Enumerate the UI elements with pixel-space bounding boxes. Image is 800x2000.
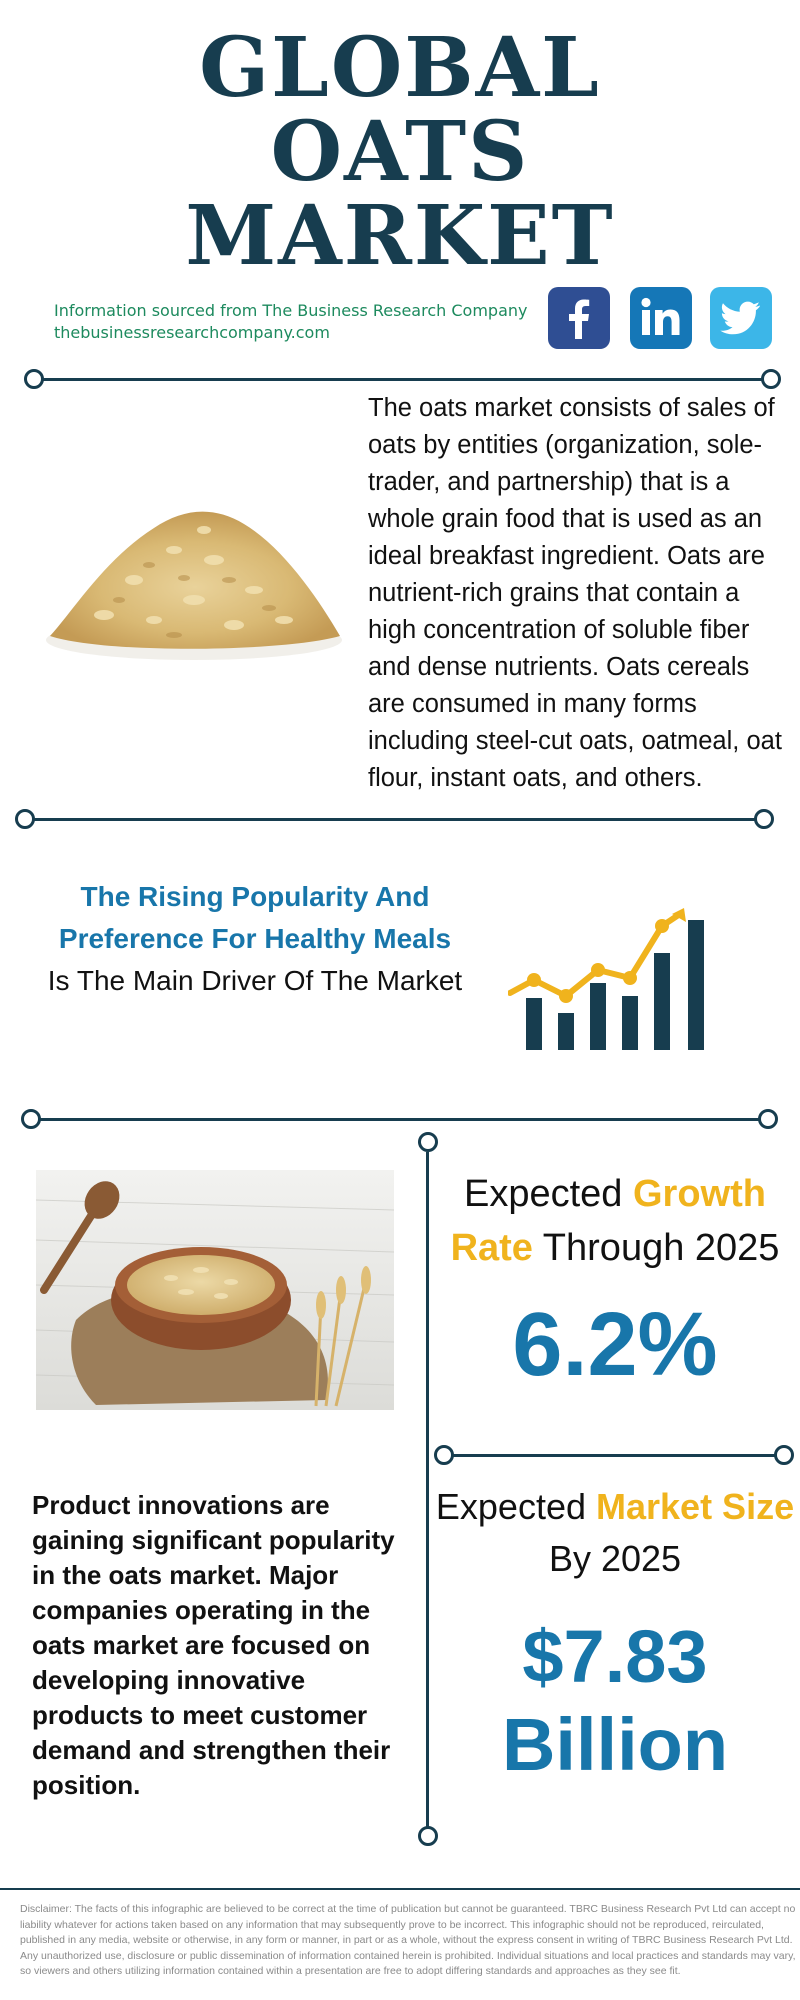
intro-text: The oats market consists of sales of oat… bbox=[368, 394, 782, 792]
divider-line bbox=[32, 1118, 768, 1121]
divider-endpoint bbox=[761, 369, 781, 389]
oats-pile-image bbox=[44, 490, 344, 665]
title-line-1: GLOBAL bbox=[199, 20, 601, 116]
growth-label-post: Through 2025 bbox=[532, 1227, 780, 1269]
market-size-year: By 2025 bbox=[548, 1538, 682, 1579]
vertical-divider bbox=[426, 1152, 429, 1830]
divider-line bbox=[452, 1454, 778, 1457]
divider-endpoint bbox=[774, 1445, 794, 1465]
growth-label-pre: Expected bbox=[464, 1173, 633, 1215]
divider-endpoint bbox=[21, 1109, 41, 1129]
facebook-icon[interactable] bbox=[548, 287, 610, 349]
divider-line bbox=[26, 818, 764, 821]
source-line: Information sourced from The Business Re… bbox=[54, 301, 528, 320]
source-info: Information sourced from The Business Re… bbox=[54, 300, 527, 344]
growth-label-highlight-2: Rate bbox=[450, 1227, 533, 1269]
footer-divider bbox=[0, 1888, 800, 1890]
growth-rate-label: Expected Growth bbox=[430, 1166, 800, 1222]
disclaimer-text: Disclaimer: The facts of this infographi… bbox=[20, 1903, 796, 1977]
market-size-label-highlight: Market Size bbox=[596, 1486, 795, 1527]
growth-chart-icon bbox=[507, 908, 718, 1053]
market-size-value: $7.83 bbox=[522, 1615, 708, 1698]
driver-highlight: The Rising Popularity And Preference For… bbox=[58, 881, 452, 954]
title-line-2: OATS bbox=[270, 104, 530, 200]
growth-rate-value: 6.2% bbox=[512, 1295, 718, 1395]
twitter-icon[interactable] bbox=[710, 287, 772, 349]
oatmeal-bowl-image bbox=[36, 1170, 394, 1410]
market-size-label: Expected Market Size bbox=[430, 1482, 800, 1532]
divider-endpoint bbox=[754, 809, 774, 829]
source-url-link[interactable]: thebusinessresearchcompany.com bbox=[54, 323, 330, 342]
growth-rate-label-line2: Rate Through 2025 bbox=[430, 1220, 800, 1276]
divider-endpoint bbox=[15, 809, 35, 829]
driver-text: Is The Main Driver Of The Market bbox=[47, 965, 463, 996]
divider-endpoint bbox=[434, 1445, 454, 1465]
divider-endpoint bbox=[418, 1132, 438, 1152]
market-size-unit: Billion bbox=[501, 1703, 729, 1786]
linkedin-icon[interactable] bbox=[630, 287, 692, 349]
divider-endpoint bbox=[758, 1109, 778, 1129]
market-size-label-pre: Expected bbox=[435, 1486, 596, 1527]
title-line-3: MARKET bbox=[185, 188, 615, 284]
divider-endpoint bbox=[24, 369, 44, 389]
divider-endpoint bbox=[418, 1826, 438, 1846]
innovation-text: Product innovations are gaining signific… bbox=[32, 1490, 395, 1800]
growth-label-highlight: Growth bbox=[633, 1173, 766, 1215]
divider-line bbox=[34, 378, 772, 381]
